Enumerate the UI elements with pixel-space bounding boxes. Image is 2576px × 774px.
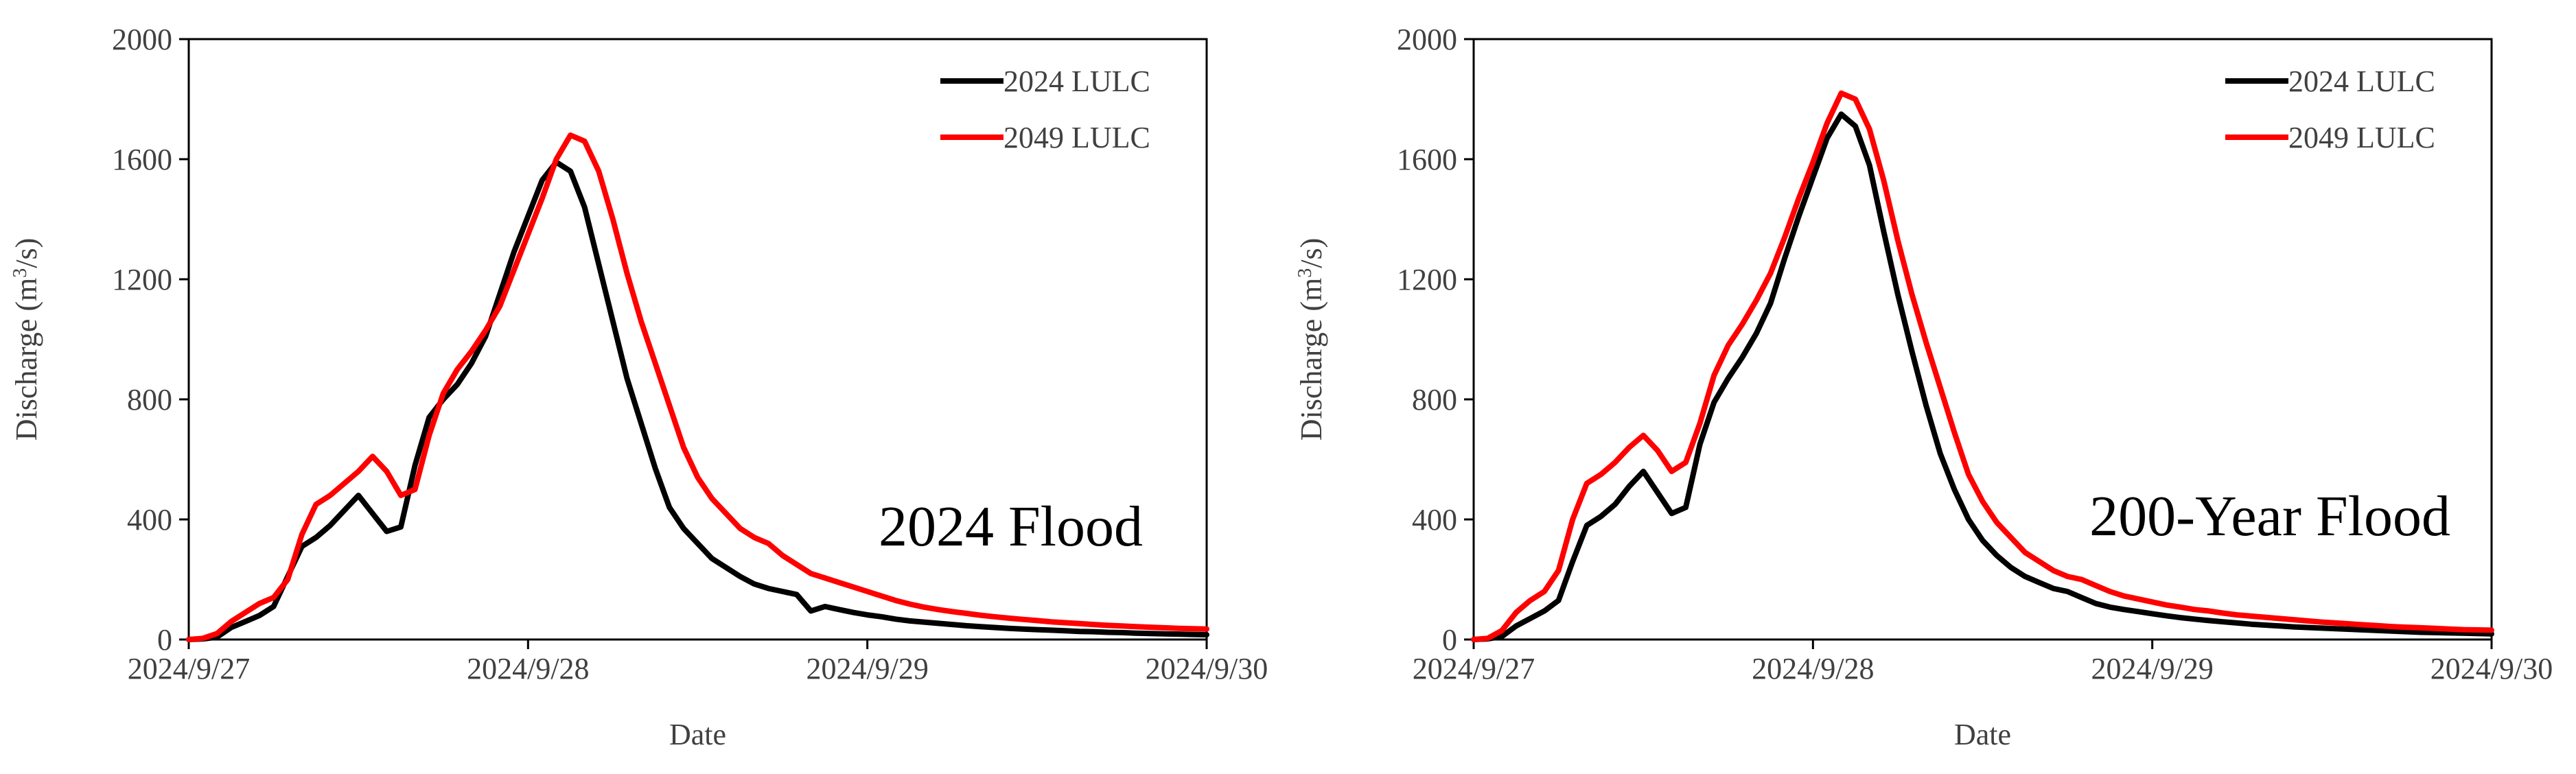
y-tick-label: 0 <box>1442 623 1457 657</box>
y-tick-label: 1600 <box>1397 143 1457 176</box>
chart-annotation: 2024 Flood <box>879 495 1143 559</box>
x-tick-label: 2024/9/28 <box>1752 652 1874 685</box>
y-axis-title-main: Discharge (m <box>10 278 43 441</box>
y-axis-title-superscript: 3 <box>10 268 31 278</box>
y-tick-label: 800 <box>1412 383 1457 417</box>
y-tick-label: 0 <box>157 623 172 657</box>
y-axis-title-superscript: 3 <box>1295 268 1316 278</box>
x-tick-label: 2024/9/29 <box>2091 652 2213 685</box>
legend-label-2049-lulc: 2049 LULC <box>1003 121 1150 154</box>
y-axis-title: Discharge (m3/s) <box>1295 238 1329 441</box>
y-axis-title: Discharge (m3/s) <box>10 238 44 441</box>
y-tick-label: 1200 <box>112 263 172 296</box>
chart-panel-2024-flood: 0 400 800 1200 1600 2000 2024/9/27 2024/9/28 202… <box>10 23 1268 751</box>
y-tick-label: 2000 <box>112 23 172 56</box>
y-tick-label: 400 <box>127 503 172 537</box>
y-tick-label: 1200 <box>1397 263 1457 296</box>
chart-annotation: 200-Year Flood <box>2089 484 2450 548</box>
legend-label-2024-lulc: 2024 LULC <box>1003 64 1150 98</box>
y-tick-label: 2000 <box>1397 23 1457 56</box>
x-tick-label: 2024/9/28 <box>467 652 589 685</box>
x-tick-label: 2024/9/27 <box>128 652 250 685</box>
series-line-2024-lulc <box>1471 111 2494 642</box>
y-axis-title-unit: /s) <box>10 238 43 268</box>
plot-area-frame <box>1472 38 2493 641</box>
x-tick-label: 2024/9/30 <box>1146 652 1268 685</box>
x-tick-label: 2024/9/30 <box>2430 652 2553 685</box>
x-axis-title: Date <box>1954 718 2011 751</box>
x-axis-title: Date <box>669 718 726 751</box>
y-tick-label: 1600 <box>112 143 172 176</box>
y-tick-label: 400 <box>1412 503 1457 537</box>
legend-label-2024-lulc: 2024 LULC <box>2288 64 2435 98</box>
y-axis-title-main: Discharge (m <box>1295 278 1328 441</box>
series-line-2024-lulc <box>186 159 1209 642</box>
legend-label-2049-lulc: 2049 LULC <box>2288 121 2435 154</box>
x-tick-label: 2024/9/27 <box>1413 652 1535 685</box>
y-tick-label: 800 <box>127 383 172 417</box>
x-tick-label: 2024/9/29 <box>806 652 928 685</box>
y-axis-title-unit: /s) <box>1295 238 1328 268</box>
series-line-2049-lulc <box>186 132 1209 642</box>
series-line-2049-lulc <box>1471 90 2494 642</box>
chart-panel-200-year-flood: 0 400 800 1200 1600 2000 2024/9/27 2024/9/28 202… <box>1295 23 2553 751</box>
plot-area-frame <box>187 38 1208 641</box>
